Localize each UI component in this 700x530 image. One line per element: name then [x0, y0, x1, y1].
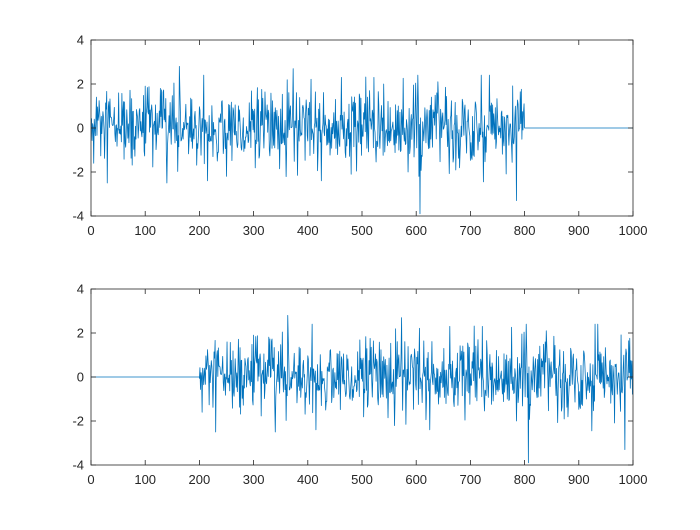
y-tick-label: 0	[77, 121, 84, 136]
x-tick-label: 500	[351, 223, 373, 238]
x-tick-label: 1000	[619, 472, 648, 487]
x-tick-label: 300	[243, 223, 265, 238]
x-tick-label: 900	[568, 472, 590, 487]
x-tick-label: 800	[514, 472, 536, 487]
x-tick-label: 400	[297, 223, 319, 238]
subplot-1: 0 100 200 300 400 500 600 700 800 900 1000 -4 -2 0 2 4	[72, 33, 647, 239]
x-tick-label: 600	[405, 472, 427, 487]
y-tick-label: 2	[77, 326, 84, 341]
y-tick-label: -2	[72, 414, 84, 429]
x-tick-label: 900	[568, 223, 590, 238]
x-tick-label: 1000	[619, 223, 648, 238]
x-tick-label: 600	[405, 223, 427, 238]
x-tick-label: 700	[460, 223, 482, 238]
series-line-1	[91, 66, 633, 215]
y-tick-label: -2	[72, 165, 84, 180]
y-tick-label: -4	[72, 458, 84, 473]
y-tick-label: 0	[77, 370, 84, 385]
y-tick-label: 2	[77, 77, 84, 92]
series-line-1	[91, 315, 633, 464]
x-tick-label: 200	[189, 223, 211, 238]
x-tick-label: 400	[297, 472, 319, 487]
x-tick-label: 100	[134, 472, 156, 487]
y-tick-label: -4	[72, 209, 84, 224]
x-tick-label: 700	[460, 472, 482, 487]
x-tick-label: 500	[351, 472, 373, 487]
y-tick-label: 4	[77, 282, 84, 297]
subplot-2: 0 100 200 300 400 500 600 700 800 900 1000 -4 -2 0 2 4	[72, 282, 647, 488]
x-tick-label: 0	[87, 223, 94, 238]
y-tick-label: 4	[77, 33, 84, 48]
x-tick-label: 800	[514, 223, 536, 238]
x-tick-label: 0	[87, 472, 94, 487]
x-tick-label: 300	[243, 472, 265, 487]
x-tick-label: 100	[134, 223, 156, 238]
x-tick-label: 200	[189, 472, 211, 487]
